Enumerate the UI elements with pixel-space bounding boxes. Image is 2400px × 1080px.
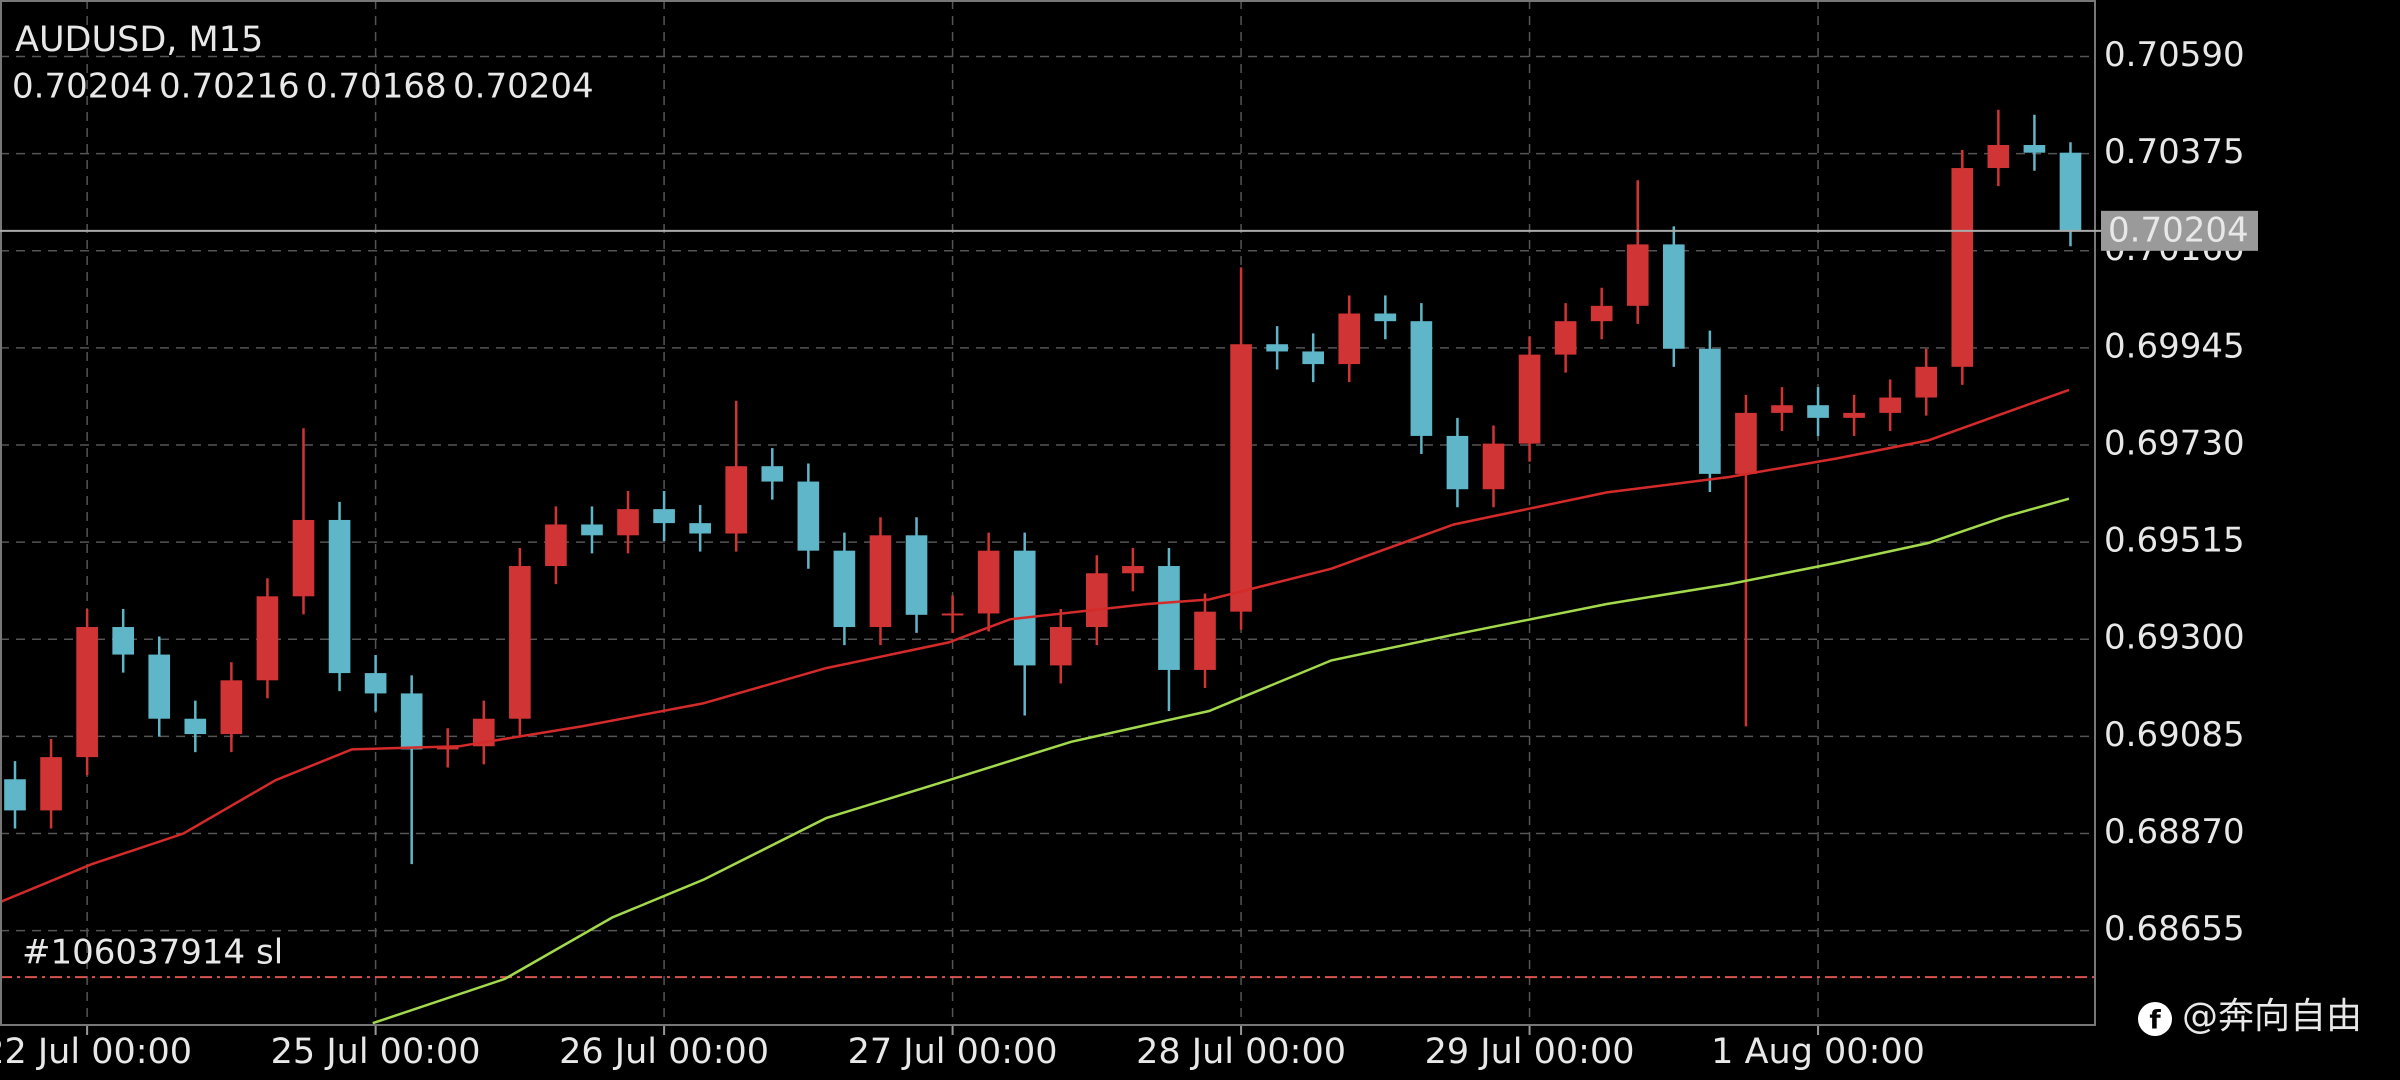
candle-body bbox=[112, 627, 135, 655]
candle-body bbox=[472, 718, 495, 747]
candle-body bbox=[977, 550, 1000, 614]
candle-body bbox=[941, 613, 964, 616]
x-tick-label: 22 Jul 00:00 bbox=[0, 1032, 192, 1072]
candle-body bbox=[653, 509, 675, 524]
candle-body bbox=[545, 524, 567, 567]
candle-body bbox=[617, 509, 639, 536]
candle-body bbox=[1554, 321, 1577, 355]
x-tick-label: 26 Jul 00:00 bbox=[559, 1032, 769, 1072]
candle-body bbox=[1158, 566, 1180, 670]
candle-body bbox=[76, 627, 98, 758]
y-tick-label: 0.69300 bbox=[2104, 618, 2245, 658]
watermark: f @奔向自由 bbox=[2138, 996, 2362, 1037]
candle-body bbox=[797, 481, 820, 551]
ohlc-value: 0.70216 bbox=[159, 67, 300, 107]
candle-body bbox=[1194, 611, 1216, 670]
candle-body bbox=[148, 654, 171, 719]
y-tick-label: 0.70375 bbox=[2104, 132, 2245, 172]
x-tick-label: 29 Jul 00:00 bbox=[1425, 1032, 1635, 1072]
candle-body bbox=[1446, 435, 1469, 490]
candle-body bbox=[833, 550, 856, 628]
candle-body bbox=[1086, 573, 1108, 628]
candle-body bbox=[1013, 550, 1036, 666]
candle-body bbox=[509, 566, 531, 719]
candle-body bbox=[364, 673, 387, 694]
y-tick-label: 0.69515 bbox=[2104, 521, 2245, 561]
plot-frame bbox=[0, 0, 2096, 1026]
plot-area bbox=[0, 109, 2095, 1025]
ohlc-value: 0.70168 bbox=[306, 67, 447, 107]
candle-body bbox=[1951, 168, 1974, 367]
x-tick-label: 27 Jul 00:00 bbox=[848, 1032, 1058, 1072]
labels: 0.68655 0.68870 0.69085 0.69300 0.69515 0.697… bbox=[0, 35, 2245, 1072]
x-tick-label: 1 Aug 00:00 bbox=[1711, 1032, 1925, 1072]
candle-body bbox=[1302, 351, 1325, 365]
watermark-icon bbox=[2138, 1002, 2172, 1036]
x-tick-label: 28 Jul 00:00 bbox=[1136, 1032, 1346, 1072]
candle-body bbox=[1049, 627, 1072, 666]
candle-body bbox=[328, 519, 351, 674]
candle-body bbox=[1735, 412, 1757, 474]
candle-body bbox=[725, 466, 748, 534]
candle-body bbox=[1915, 366, 1938, 398]
y-tick-label: 0.69730 bbox=[2104, 423, 2245, 463]
candle-body bbox=[1626, 244, 1649, 306]
candle-body bbox=[4, 779, 26, 811]
candle-body bbox=[220, 680, 243, 735]
current-price-label: 0.70204 bbox=[2108, 210, 2249, 250]
candle-body bbox=[1410, 321, 1433, 436]
candle-body bbox=[1482, 443, 1505, 490]
candle-body bbox=[1771, 405, 1793, 413]
candle-body bbox=[581, 524, 603, 536]
candle-body bbox=[1266, 344, 1288, 352]
candle-body bbox=[1699, 348, 1721, 474]
candle-body bbox=[1518, 354, 1541, 444]
candle-body bbox=[1590, 305, 1613, 322]
candle-body bbox=[1230, 344, 1252, 612]
current-price-box bbox=[2101, 210, 2258, 251]
watermark-icon-glyph: f bbox=[2149, 1006, 2161, 1036]
candle-body bbox=[1374, 313, 1397, 322]
candle-body bbox=[905, 535, 928, 615]
chart-title: AUDUSD, M15 bbox=[15, 20, 263, 60]
y-tick-label: 0.69085 bbox=[2104, 715, 2245, 755]
moving-average bbox=[0, 388, 2070, 904]
candle-body bbox=[1122, 566, 1144, 574]
watermark-text: @奔向自由 bbox=[2182, 996, 2362, 1037]
candle-body bbox=[2023, 145, 2046, 153]
candle-body bbox=[1807, 405, 1829, 418]
candle-body bbox=[1662, 244, 1685, 349]
moving-average bbox=[372, 497, 2070, 1025]
candle-body bbox=[292, 519, 315, 597]
candle-body bbox=[869, 535, 892, 628]
candle-body bbox=[2059, 152, 2082, 231]
y-tick-label: 0.68655 bbox=[2104, 909, 2245, 949]
candle-body bbox=[400, 693, 423, 750]
candle-body bbox=[761, 466, 784, 482]
candle-body bbox=[256, 596, 279, 681]
candle-body bbox=[689, 523, 711, 534]
candle-body bbox=[1987, 145, 2010, 169]
candle-body bbox=[1338, 313, 1361, 365]
candle-body bbox=[1879, 397, 1901, 413]
x-tick-label: 25 Jul 00:00 bbox=[271, 1032, 481, 1072]
candle-body bbox=[40, 757, 62, 811]
candle-body bbox=[1843, 412, 1865, 418]
y-tick-label: 0.69945 bbox=[2104, 326, 2245, 366]
ohlc-value: 0.70204 bbox=[453, 67, 594, 107]
candle-body bbox=[184, 718, 207, 735]
ohlc-value: 0.70204 bbox=[12, 67, 153, 107]
y-tick-label: 0.70590 bbox=[2104, 35, 2245, 75]
y-tick-label: 0.68870 bbox=[2104, 812, 2245, 852]
sl-label: #106037914 sl bbox=[22, 933, 283, 973]
